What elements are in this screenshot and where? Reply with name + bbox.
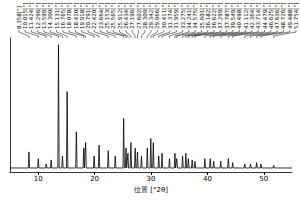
svg-text:20.791[°]: 20.791[°] [85,3,91,29]
svg-text:23.664[°]: 23.664[°] [98,3,104,29]
svg-text:25.912[°]: 25.912[°] [117,3,123,29]
svg-text:8.358[°]: 8.358[°] [16,6,22,29]
svg-text:12.296[°]: 12.296[°] [35,3,41,29]
svg-text:48.726[°]: 48.726[°] [280,3,286,29]
svg-text:25.565[°]: 25.565[°] [110,3,116,29]
svg-text:位置 [°2θ]: 位置 [°2θ] [134,186,168,194]
svg-text:34.575[°]: 34.575[°] [192,3,198,29]
svg-text:37.787[°]: 37.787[°] [224,3,230,29]
svg-text:41.112[°]: 41.112[°] [243,3,249,29]
svg-text:35.601[°]: 35.601[°] [199,3,205,29]
svg-text:22.420[°]: 22.420[°] [91,3,97,29]
svg-text:34.241[°]: 34.241[°] [186,3,192,29]
svg-text:27.196[°]: 27.196[°] [129,3,135,29]
svg-text:49.488[°]: 49.488[°] [287,3,293,29]
svg-text:31.959[°]: 31.959[°] [173,3,179,29]
svg-text:42.364[°]: 42.364[°] [249,3,255,29]
svg-text:18.410[°]: 18.410[°] [73,3,79,29]
svg-text:36.622[°]: 36.622[°] [211,3,217,29]
svg-text:33.275[°]: 33.275[°] [180,3,186,29]
svg-text:29.966[°]: 29.966[°] [154,3,160,29]
svg-text:29.342[°]: 29.342[°] [148,3,154,29]
svg-text:36.182[°]: 36.182[°] [205,3,211,29]
svg-text:20: 20 [90,175,99,183]
svg-text:31.374[°]: 31.374[°] [167,3,173,29]
svg-text:44.479[°]: 44.479[°] [262,3,268,29]
svg-text:16.765[°]: 16.765[°] [60,3,66,29]
svg-text:43.714[°]: 43.714[°] [255,3,261,29]
svg-text:47.636[°]: 47.636[°] [274,3,280,29]
svg-text:28.309[°]: 28.309[°] [142,3,148,29]
svg-text:37.299[°]: 37.299[°] [217,3,223,29]
svg-text:51.754[°]: 51.754[°] [293,3,299,29]
svg-text:30: 30 [147,175,156,183]
svg-text:14.300[°]: 14.300[°] [47,3,53,29]
svg-text:13.599[°]: 13.599[°] [41,3,47,29]
svg-text:40.498[°]: 40.498[°] [236,3,242,29]
svg-text:19.918[°]: 19.918[°] [79,3,85,29]
svg-text:25.153[°]: 25.153[°] [104,3,110,29]
svg-text:10.015[°]: 10.015[°] [22,3,28,29]
svg-text:39.549[°]: 39.549[°] [230,3,236,29]
svg-text:50: 50 [259,175,268,183]
svg-text:15.131[°]: 15.131[°] [54,3,60,29]
svg-text:46.625[°]: 46.625[°] [268,3,274,29]
svg-text:18.078[°]: 18.078[°] [66,3,72,29]
svg-text:10: 10 [34,175,43,183]
svg-text:27.602[°]: 27.602[°] [136,3,142,29]
svg-text:40: 40 [203,175,212,183]
svg-text:11.424[°]: 11.424[°] [28,3,34,29]
svg-text:30.411[°]: 30.411[°] [161,3,167,29]
svg-text:26.434[°]: 26.434[°] [123,3,129,29]
